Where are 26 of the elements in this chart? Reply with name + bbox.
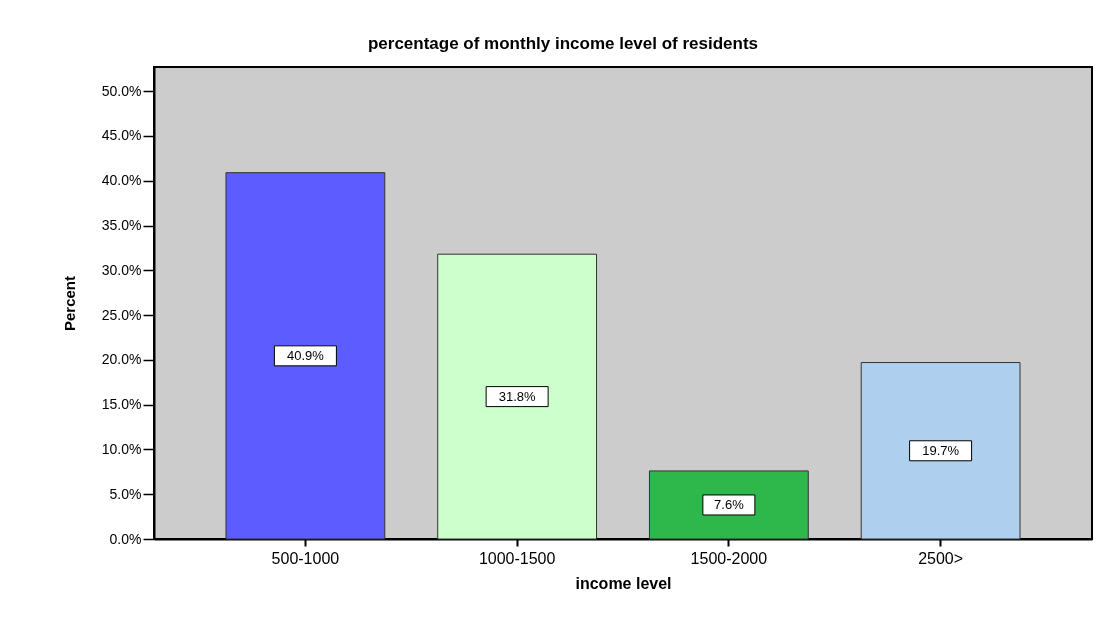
y-tick-label: 35.0% — [101, 217, 142, 234]
y-tick-label: 45.0% — [101, 127, 142, 144]
data-label: 40.9% — [286, 347, 325, 363]
y-tick-label: 15.0% — [101, 396, 142, 413]
y-tick-label: 0.0% — [109, 530, 142, 547]
y-tick-label: 10.0% — [101, 440, 142, 457]
y-tick-label: 20.0% — [101, 351, 142, 368]
x-axis-title: income level — [575, 574, 672, 592]
data-label: 19.7% — [922, 442, 960, 458]
y-tick-label: 30.0% — [101, 261, 142, 278]
y-axis-title: Percent — [60, 275, 78, 332]
bar — [648, 470, 809, 540]
x-tick-label: 500-1000 — [271, 549, 340, 567]
data-label: 7.6% — [714, 496, 745, 512]
x-tick-label: 2500> — [918, 549, 964, 567]
y-tick-label: 50.0% — [101, 82, 142, 99]
bar — [225, 172, 386, 540]
bar — [860, 362, 1021, 540]
y-tick-label: 25.0% — [101, 306, 142, 323]
y-tick-label: 40.0% — [101, 172, 142, 189]
chart-title: percentage of monthly income level of residents — [367, 34, 759, 53]
y-tick-label: 5.0% — [109, 485, 142, 502]
bar — [437, 253, 598, 540]
data-label: 31.8% — [498, 388, 536, 404]
x-tick-label: 1500-2000 — [690, 549, 768, 567]
x-tick-label: 1000-1500 — [478, 549, 556, 567]
